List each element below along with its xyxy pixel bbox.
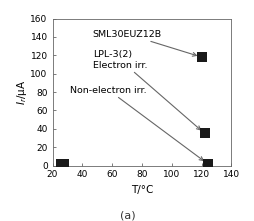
Point <box>62 162 66 166</box>
X-axis label: T/°C: T/°C <box>130 185 153 195</box>
Y-axis label: $I_r$/μA: $I_r$/μA <box>15 79 29 105</box>
Text: SML30EUZ12B: SML30EUZ12B <box>92 30 196 56</box>
Text: (a): (a) <box>119 211 135 221</box>
Text: Non-electron irr.: Non-electron irr. <box>70 86 202 160</box>
Point <box>205 162 209 166</box>
Point <box>59 162 63 166</box>
Point <box>199 55 203 59</box>
Point <box>202 131 206 135</box>
Text: LPL-3(2)
Electron irr.: LPL-3(2) Electron irr. <box>92 50 200 130</box>
